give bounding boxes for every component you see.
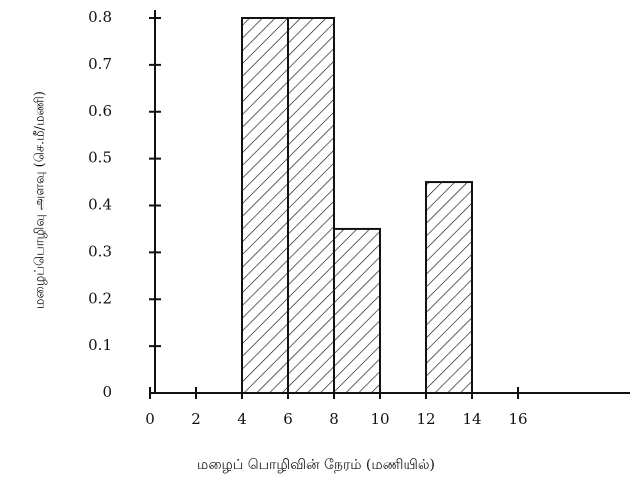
- bar: [425, 181, 473, 394]
- x-tick-label: 16: [508, 410, 527, 428]
- y-tick-label: 0.3: [88, 242, 112, 260]
- bar: [241, 17, 289, 394]
- y-tick-label: 0.5: [88, 149, 112, 167]
- bar: [333, 227, 381, 394]
- x-tick-label: 12: [416, 410, 435, 428]
- x-tick-label: 4: [237, 410, 247, 428]
- x-tick-label: 8: [329, 410, 339, 428]
- x-tick-label: 0: [145, 410, 155, 428]
- bar: [287, 17, 335, 394]
- y-tick-label: 0.8: [88, 8, 112, 26]
- y-tick-label: 0.6: [88, 102, 112, 120]
- y-tick-label: 0.4: [88, 196, 112, 214]
- y-tick-label: 0.1: [88, 336, 112, 354]
- y-tick-label: 0.7: [88, 55, 112, 73]
- y-tick-label: 0.2: [88, 289, 112, 307]
- x-tick-label: 14: [462, 410, 481, 428]
- x-tick-label: 2: [191, 410, 201, 428]
- y-tick-label: 0: [102, 383, 112, 401]
- y-axis-label: மழைப்பொழிவு அளவு (செ.மீ/மணி): [33, 91, 48, 309]
- x-axis-label: மழைப் பொழிவின் நேரம் (மணியில்): [197, 457, 435, 473]
- x-tick-label: 6: [283, 410, 293, 428]
- x-tick-label: 10: [370, 410, 389, 428]
